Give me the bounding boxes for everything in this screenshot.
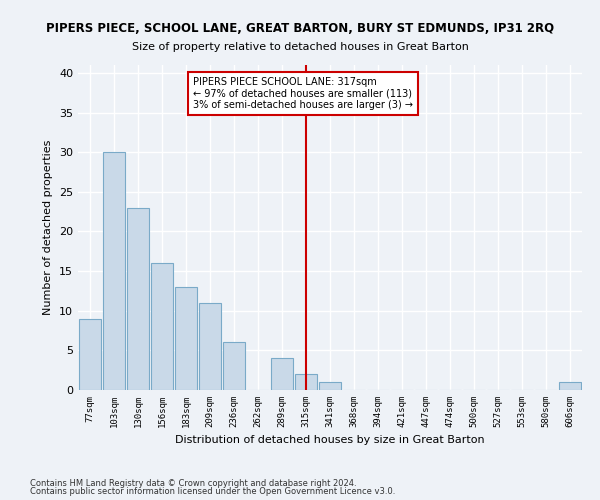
Bar xyxy=(103,152,125,390)
Y-axis label: Number of detached properties: Number of detached properties xyxy=(43,140,53,315)
Bar xyxy=(79,318,101,390)
Text: PIPERS PIECE SCHOOL LANE: 317sqm
← 97% of detached houses are smaller (113)
3% o: PIPERS PIECE SCHOOL LANE: 317sqm ← 97% o… xyxy=(193,77,413,110)
Bar xyxy=(319,382,341,390)
Bar xyxy=(271,358,293,390)
Bar xyxy=(175,287,197,390)
Text: Contains public sector information licensed under the Open Government Licence v3: Contains public sector information licen… xyxy=(30,487,395,496)
Bar xyxy=(127,208,149,390)
Text: PIPERS PIECE, SCHOOL LANE, GREAT BARTON, BURY ST EDMUNDS, IP31 2RQ: PIPERS PIECE, SCHOOL LANE, GREAT BARTON,… xyxy=(46,22,554,36)
Text: Size of property relative to detached houses in Great Barton: Size of property relative to detached ho… xyxy=(131,42,469,52)
Bar xyxy=(559,382,581,390)
Bar xyxy=(295,374,317,390)
Bar xyxy=(199,303,221,390)
Bar xyxy=(151,263,173,390)
Text: Contains HM Land Registry data © Crown copyright and database right 2024.: Contains HM Land Registry data © Crown c… xyxy=(30,478,356,488)
X-axis label: Distribution of detached houses by size in Great Barton: Distribution of detached houses by size … xyxy=(175,436,485,446)
Bar xyxy=(223,342,245,390)
